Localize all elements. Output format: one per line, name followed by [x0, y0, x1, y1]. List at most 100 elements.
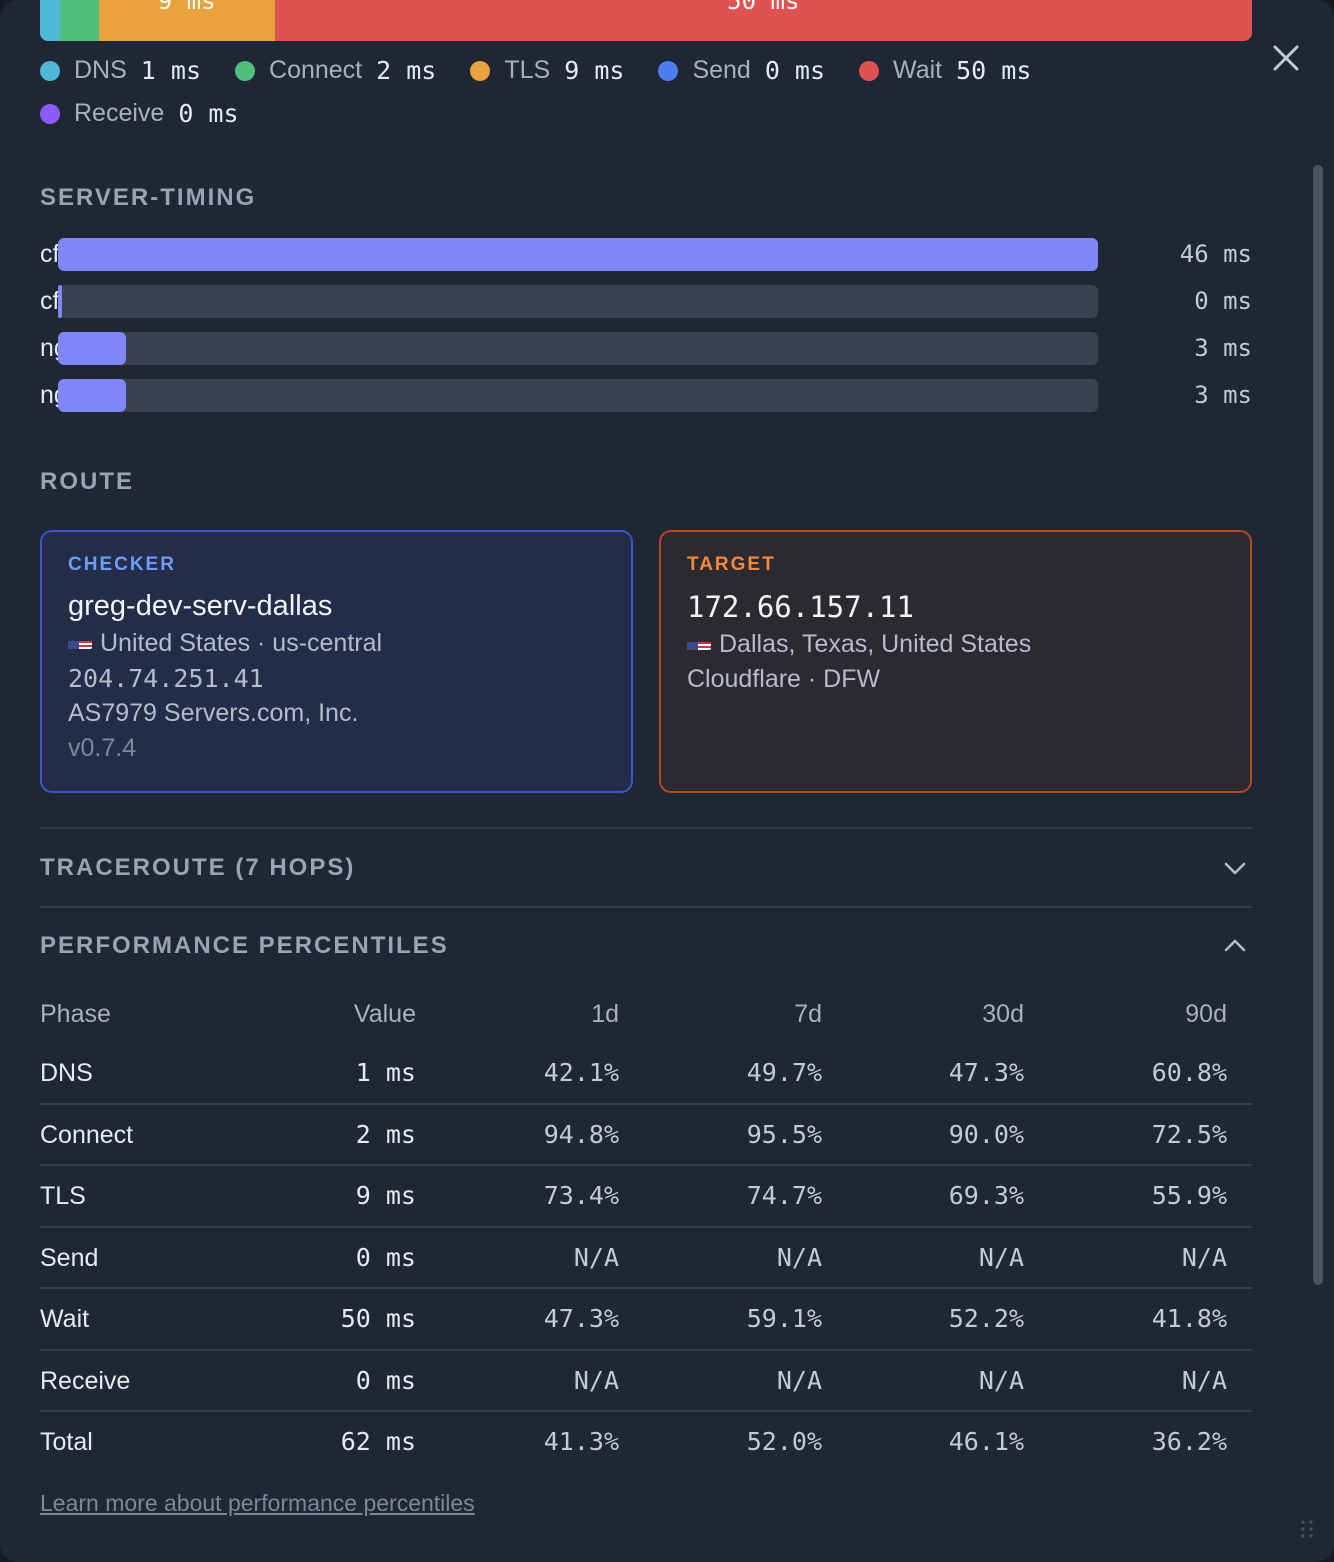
pct-7d-cell: N/A: [776, 1242, 822, 1272]
learn-more-link[interactable]: Learn more about performance percentiles: [40, 1490, 475, 1516]
target-card: TARGET 172.66.157.11 Dallas, Texas, Unit…: [659, 530, 1252, 793]
table-row: TLS 9 ms 73.4% 74.7% 69.3% 55.9%: [40, 1166, 1252, 1228]
resize-grip-icon[interactable]: [1300, 1518, 1314, 1540]
phase-cell: Wait: [40, 1305, 90, 1333]
column-header-phase: Phase: [40, 1000, 111, 1028]
server-timing-row: ngx-upstream (NgxUpstream)3 ms: [40, 378, 1252, 412]
pct-1d-cell: N/A: [573, 1365, 619, 1395]
table-row: Wait 50 ms 47.3% 59.1% 52.2% 41.8%: [40, 1289, 1252, 1351]
chevron-down-icon[interactable]: [1222, 855, 1248, 881]
pct-90d-cell: 36.2%: [1151, 1427, 1227, 1456]
timing-segment-tls[interactable]: 9 ms: [98, 0, 275, 41]
percentiles-toggle[interactable]: PERFORMANCE PERCENTILES: [40, 916, 1252, 976]
legend-dot: [235, 60, 256, 81]
table-row: Connect 2 ms 94.8% 95.5% 90.0% 72.5%: [40, 1105, 1252, 1166]
phase-cell: Send: [40, 1243, 99, 1272]
server-timing-row: ngx-total (NgxTotal)3 ms: [40, 331, 1252, 365]
scrollbar-thumb[interactable]: [1313, 165, 1323, 1285]
table-row: Receive 0 ms N/A N/A N/A N/A: [40, 1351, 1252, 1412]
pct-7d-cell: 74.7%: [746, 1181, 822, 1210]
checker-ip: 204.74.251.41: [68, 664, 264, 693]
server-timing-track: [58, 238, 1098, 271]
pct-90d-cell: 60.8%: [1151, 1058, 1227, 1087]
pct-7d-cell: 59.1%: [746, 1304, 822, 1333]
pct-1d-cell: N/A: [573, 1242, 619, 1272]
value-cell: 62 ms: [340, 1427, 416, 1456]
target-ip: 172.66.157.11: [687, 590, 914, 624]
pct-90d-cell: N/A: [1181, 1242, 1227, 1272]
server-timing-track: [58, 332, 1098, 365]
pct-1d-cell: 94.8%: [543, 1119, 619, 1149]
legend-name: Send: [692, 56, 751, 84]
table-row: Total 62 ms 41.3% 52.0% 46.1% 36.2%: [40, 1412, 1252, 1474]
timing-legend: DNS 1 ms Connect 2 ms TLS 9 ms Send 0 ms Wait 50 …: [40, 56, 1150, 128]
server-timing-value: 3 ms: [1194, 381, 1252, 409]
close-button[interactable]: [1266, 38, 1306, 78]
pct-90d-cell: 55.9%: [1151, 1181, 1227, 1210]
pct-7d-cell: 52.0%: [746, 1427, 822, 1456]
target-network: Cloudflare · DFW: [687, 665, 881, 693]
divider: [40, 827, 1252, 829]
pct-30d-cell: 90.0%: [948, 1119, 1024, 1149]
us-flag-icon: [68, 634, 92, 649]
value-cell: 50 ms: [340, 1304, 416, 1333]
chevron-up-icon[interactable]: [1222, 933, 1248, 959]
legend-dot: [658, 60, 679, 81]
pct-30d-cell: N/A: [978, 1365, 1024, 1395]
legend-value: 1 ms: [140, 56, 202, 85]
legend-dot: [40, 103, 60, 124]
route-title: ROUTE: [40, 468, 134, 495]
legend-item-send: Send 0 ms: [658, 56, 825, 85]
pct-30d-cell: 52.2%: [948, 1304, 1024, 1333]
legend-value: 9 ms: [564, 56, 625, 85]
legend-item-wait: Wait 50 ms: [859, 56, 1031, 85]
pct-7d-cell: 95.5%: [746, 1119, 822, 1149]
target-location: Dallas, Texas, United States: [719, 630, 1032, 658]
server-timing-row: cfEdge46 ms: [40, 237, 1252, 271]
server-timing-title: SERVER-TIMING: [40, 184, 257, 211]
legend-value: 2 ms: [376, 56, 437, 85]
target-location-line: Dallas, Texas, United States: [687, 630, 1224, 659]
traceroute-title: TRACEROUTE (7 HOPS): [40, 854, 356, 881]
legend-item-tls: TLS 9 ms: [470, 56, 624, 85]
legend-item-connect: Connect 2 ms: [235, 56, 436, 85]
timing-segment-label: 50 ms: [727, 0, 800, 15]
traceroute-toggle[interactable]: TRACEROUTE (7 HOPS): [40, 838, 1252, 898]
legend-name: Wait: [893, 56, 943, 84]
timing-segment-connect[interactable]: [59, 0, 99, 41]
column-header-value: Value: [353, 1000, 416, 1028]
target-kicker: TARGET: [687, 554, 776, 575]
legend-dot: [40, 60, 60, 81]
legend-name: TLS: [504, 56, 551, 84]
value-cell: 0 ms: [355, 1242, 416, 1272]
checker-location-line: United States · us-central: [68, 629, 605, 658]
pct-7d-cell: 49.7%: [746, 1058, 822, 1087]
legend-value: 0 ms: [764, 56, 826, 85]
server-timing-value: 46 ms: [1179, 240, 1252, 268]
pct-90d-cell: 72.5%: [1151, 1119, 1227, 1149]
legend-item-receive: Receive 0 ms: [40, 99, 239, 128]
timing-segment-wait[interactable]: 50 ms: [274, 0, 1252, 41]
pct-30d-cell: 69.3%: [948, 1181, 1024, 1210]
value-cell: 1 ms: [355, 1058, 416, 1087]
value-cell: 9 ms: [355, 1181, 416, 1210]
phase-cell: Total: [40, 1428, 93, 1456]
scrollbar[interactable]: [1310, 165, 1326, 1285]
pct-30d-cell: 46.1%: [948, 1427, 1024, 1456]
table-row: DNS 1 ms 42.1% 49.7% 47.3% 60.8%: [40, 1043, 1252, 1105]
server-timing-fill: [58, 379, 126, 412]
pct-1d-cell: 47.3%: [543, 1304, 619, 1333]
checker-card: CHECKER greg-dev-serv-dallas United Stat…: [40, 530, 633, 793]
phase-cell: Connect: [40, 1120, 134, 1149]
column-header-7d: 7d: [794, 1000, 822, 1028]
checker-location: United States · us-central: [100, 629, 383, 657]
server-timing-row: cfOrigin0 ms: [40, 284, 1252, 318]
timing-waterfall-bar: 9 ms 50 ms: [40, 0, 1252, 41]
server-timing-fill: [58, 238, 1098, 271]
legend-dot: [859, 60, 880, 81]
timing-segment-dns[interactable]: [40, 0, 60, 41]
legend-value: 50 ms: [956, 56, 1032, 85]
phase-cell: DNS: [40, 1059, 93, 1087]
pct-30d-cell: 47.3%: [948, 1058, 1024, 1087]
